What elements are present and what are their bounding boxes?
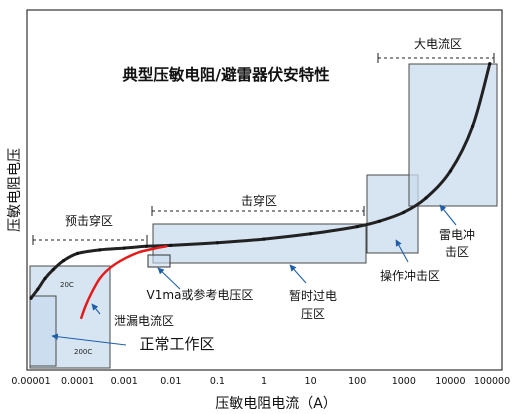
series-20c-point — [122, 246, 126, 250]
leakage-label: 泄漏电流区 — [114, 314, 174, 328]
normal-operation-box — [29, 295, 57, 367]
series-20c-point — [76, 251, 80, 255]
series-20c-point — [36, 287, 40, 291]
series-20c-point — [309, 232, 313, 236]
v1ma-arrow — [157, 267, 181, 290]
x-tick-label: 0.1 — [210, 376, 225, 387]
x-tick-label: 1 — [261, 376, 267, 387]
switching-label: 操作冲击区 — [380, 268, 440, 283]
series-20c-point — [169, 243, 173, 247]
series-20c-point — [402, 210, 406, 214]
x-tick-label: 100 — [348, 376, 366, 387]
pre-breakdown-label: 预击穿区 — [65, 213, 113, 228]
x-tick-label: 10000 — [435, 376, 465, 387]
chart-title: 典型压敏电阻/避雷器伏安特性 — [122, 65, 330, 84]
switching-arrow — [395, 239, 409, 263]
x-tick-label: 0.001 — [111, 376, 138, 387]
leakage-arrow — [91, 303, 101, 315]
breakdown-label: 击穿区 — [241, 193, 277, 208]
lightning-arrow — [439, 204, 457, 226]
series-20c-tag: 20C — [60, 281, 74, 289]
series-20c-point — [448, 169, 452, 173]
normal-label: 正常工作区 — [139, 335, 214, 353]
series-20c-point — [377, 219, 381, 223]
x-tick-label: 0.01 — [160, 376, 181, 387]
series-20c-point — [471, 124, 475, 128]
series-20c-point — [355, 225, 359, 229]
lightning-label-line1: 雷电冲 — [439, 227, 475, 242]
tov-label-line2: 压区 — [301, 307, 325, 321]
high-current-label: 大电流区 — [414, 37, 462, 51]
tov-arrow — [289, 264, 307, 284]
series-20c-point — [144, 244, 148, 248]
x-tick-label: 0.0001 — [61, 376, 94, 387]
x-tick-label: 0.00001 — [11, 376, 50, 387]
x-tick-label: 1000 — [392, 376, 416, 387]
v1ma-label: V1ma或参考电压区 — [147, 287, 254, 302]
series-20c-point — [51, 268, 55, 272]
x-axis-ticks: 0.00001 0.0001 0.001 0.01 0.1 1 10 100 1000 10000… — [11, 376, 510, 387]
series-20c-point — [488, 62, 492, 66]
series-20c-point — [29, 296, 33, 300]
series-20c-point — [62, 259, 66, 263]
y-axis-title: 压敏电阻电压 — [7, 148, 23, 232]
lightning-label-line2: 击区 — [445, 245, 469, 259]
x-tick-label: 100000 — [474, 376, 510, 387]
tov-label-line1: 暂时过电 — [289, 289, 337, 303]
series-20c-point — [215, 241, 219, 245]
series-20c-point — [43, 276, 47, 281]
normal-arrow — [51, 333, 127, 346]
series-20c-point — [424, 196, 428, 200]
series-20c-markers — [29, 62, 492, 300]
annotation-arrows — [51, 204, 457, 346]
x-axis-title: 压敏电阻电流（A） — [215, 396, 337, 412]
v1ma-box — [147, 254, 171, 268]
series-20c-point — [98, 248, 102, 252]
x-tick-label: 10 — [305, 376, 317, 387]
series-200c-line — [80, 245, 168, 320]
series-200c-tag: 200C — [74, 348, 92, 356]
series-20c-point — [262, 237, 266, 241]
region-markers — [32, 53, 495, 245]
